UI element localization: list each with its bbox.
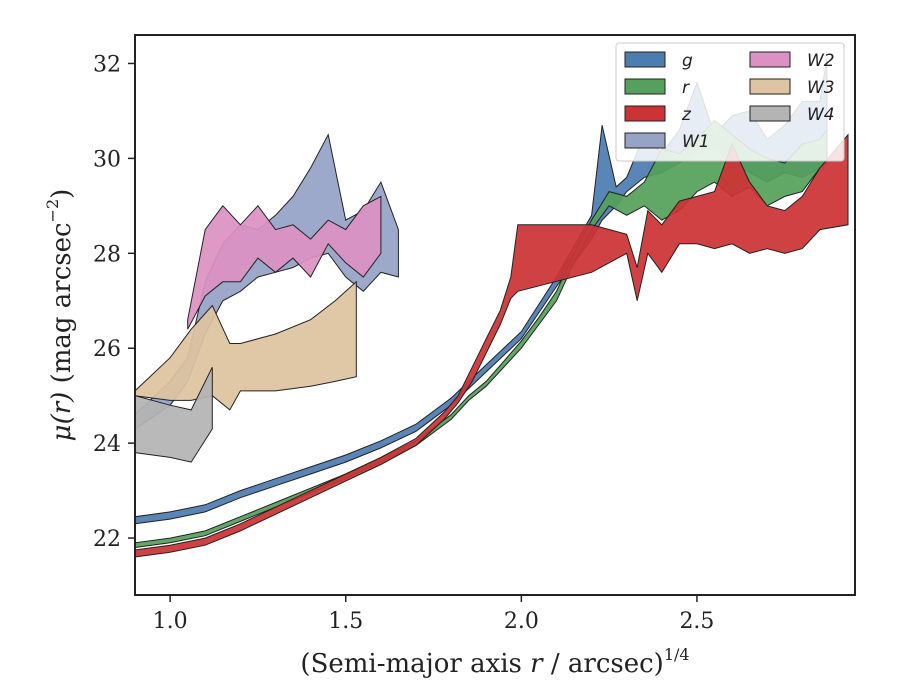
legend-swatch-z <box>624 105 666 122</box>
y-axis-label-var: μ(r) <box>47 392 77 442</box>
x-axis-label-exp: 1/4 <box>664 645 690 664</box>
y-axis-label-close: ) <box>47 189 77 199</box>
y-tick-label: 24 <box>93 432 121 457</box>
x-tick-label: 1.5 <box>328 609 363 634</box>
x-axis-label-post: / arcsec) <box>543 649 664 679</box>
y-tick-label: 26 <box>93 337 121 362</box>
y-tick-label: 22 <box>93 527 121 552</box>
series-z-band <box>134 133 849 558</box>
x-tick-label: 2.0 <box>504 609 539 634</box>
legend-label-z: z <box>681 105 692 125</box>
plot-frame <box>134 34 856 596</box>
legend-label-W2: W2 <box>807 51 835 71</box>
y-tick-label: 32 <box>93 52 121 77</box>
legend-swatch-W2 <box>749 51 791 68</box>
x-axis: 1.0 1.5 2.0 2.5 <box>153 595 714 634</box>
legend-label-W3: W3 <box>807 78 835 98</box>
y-axis-label-exp: −2 <box>43 199 62 223</box>
legend-label-g: g <box>682 51 693 71</box>
legend-swatch-W4 <box>749 105 791 122</box>
legend-label-r: r <box>682 78 690 98</box>
legend-swatch-r <box>624 78 666 95</box>
y-axis-label-post: (mag arcsec <box>47 222 77 391</box>
legend-swatch-g <box>624 51 666 68</box>
legend-label-W1: W1 <box>682 132 710 152</box>
legend-box <box>615 42 845 162</box>
legend-swatch-W3 <box>749 78 791 95</box>
series-W3-band <box>134 280 357 411</box>
x-tick-label: 1.0 <box>153 609 188 634</box>
series-W2-band <box>187 195 382 330</box>
y-tick-label: 30 <box>93 147 121 172</box>
legend: grz W1 W2 W3 W4 <box>615 42 845 162</box>
y-tick-label: 28 <box>93 242 121 267</box>
y-axis-label: μ(r) (mag arcsec−2) <box>43 189 77 442</box>
x-axis-label: (Semi-major axis r / arcsec)1/4 <box>300 645 689 679</box>
y-axis: 22 24 26 28 30 32 <box>93 52 135 552</box>
series-W4-band <box>134 366 213 463</box>
x-axis-label-pre: (Semi-major axis <box>300 649 530 679</box>
x-tick-label: 2.5 <box>679 609 714 634</box>
legend-label-W4: W4 <box>807 105 835 125</box>
x-axis-label-var: r <box>530 649 544 679</box>
legend-swatch-W1 <box>624 132 666 149</box>
plot-areas <box>134 58 849 558</box>
